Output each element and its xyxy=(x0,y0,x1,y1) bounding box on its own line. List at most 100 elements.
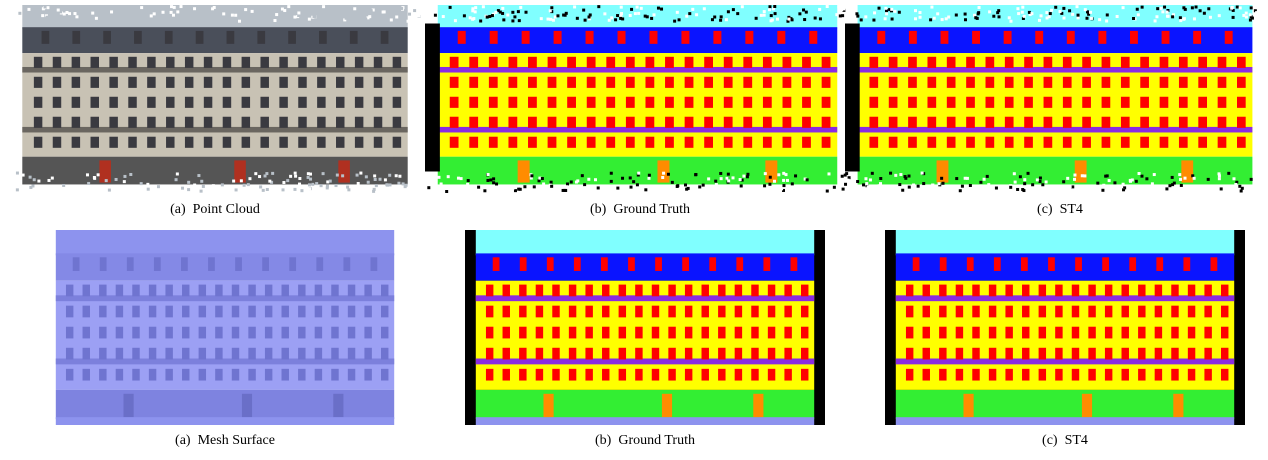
door xyxy=(753,393,764,418)
noise-point xyxy=(395,189,399,193)
window xyxy=(373,116,383,128)
noise-point xyxy=(280,7,284,11)
noise-point xyxy=(798,12,802,16)
noise-point xyxy=(841,187,845,191)
window xyxy=(743,76,753,88)
window xyxy=(1221,347,1229,360)
noise-point xyxy=(603,12,607,16)
door xyxy=(936,160,949,183)
noise-point xyxy=(248,177,252,181)
noise-point xyxy=(565,185,569,189)
noise-point xyxy=(566,182,570,186)
window xyxy=(665,56,674,68)
window xyxy=(927,76,937,88)
window xyxy=(215,326,223,339)
window xyxy=(449,96,459,108)
noise-point xyxy=(1028,13,1032,17)
noise-point xyxy=(434,185,438,189)
balcony xyxy=(22,66,408,73)
noise-point xyxy=(511,186,515,190)
window xyxy=(802,116,811,128)
noise-point xyxy=(1096,181,1100,185)
balcony xyxy=(437,66,838,73)
noise-point xyxy=(1239,189,1243,193)
window xyxy=(1217,56,1227,68)
window xyxy=(298,305,306,318)
noise-point xyxy=(1240,186,1244,190)
noise-point xyxy=(1038,179,1042,183)
noise-point xyxy=(96,173,100,177)
window xyxy=(502,326,510,339)
noise-point xyxy=(334,184,338,188)
noise-point xyxy=(179,5,183,9)
window xyxy=(801,284,809,297)
window xyxy=(1138,326,1146,339)
noise-point xyxy=(10,10,14,14)
window xyxy=(1088,347,1096,360)
window xyxy=(988,326,997,339)
edge-noise xyxy=(845,23,860,172)
noise-point xyxy=(220,183,224,187)
window xyxy=(1121,326,1129,339)
noise-point xyxy=(1249,177,1253,181)
noise-point xyxy=(524,10,528,14)
noise-point xyxy=(879,182,883,186)
noise-point xyxy=(511,19,515,23)
noise-point xyxy=(98,17,102,21)
window xyxy=(90,116,99,128)
window xyxy=(1088,284,1096,297)
noise-point xyxy=(856,14,860,18)
noise-point xyxy=(388,173,392,177)
noise-point xyxy=(193,7,197,11)
noise-point xyxy=(1161,189,1165,193)
noise-point xyxy=(502,18,506,22)
window xyxy=(165,284,173,297)
window xyxy=(955,347,964,360)
window xyxy=(922,284,930,297)
noise-point xyxy=(471,7,475,11)
door xyxy=(1074,160,1087,183)
window xyxy=(99,326,107,339)
window xyxy=(502,305,510,318)
window xyxy=(65,326,74,339)
window xyxy=(241,56,251,68)
noise-point xyxy=(441,15,445,19)
window xyxy=(782,136,792,148)
noise-point xyxy=(172,16,176,20)
noise-point xyxy=(107,188,111,192)
window xyxy=(1154,368,1163,381)
window xyxy=(888,136,898,148)
window xyxy=(635,305,643,318)
noise-point xyxy=(356,181,360,185)
door xyxy=(1173,393,1184,418)
window xyxy=(618,326,627,339)
window xyxy=(1024,76,1033,88)
window xyxy=(231,305,240,318)
window xyxy=(336,76,345,88)
window xyxy=(1062,56,1072,68)
noise-point xyxy=(856,180,860,184)
window xyxy=(908,96,917,108)
window xyxy=(349,30,358,44)
window xyxy=(1104,326,1113,339)
noise-point xyxy=(727,179,731,183)
noise-point xyxy=(152,12,156,16)
window xyxy=(568,284,577,297)
window xyxy=(1062,116,1072,128)
noise-point xyxy=(782,184,786,188)
noise-point xyxy=(394,174,398,178)
noise-point xyxy=(1165,187,1169,191)
noise-point xyxy=(643,14,647,18)
window xyxy=(331,284,339,297)
window xyxy=(713,30,722,44)
noise-point xyxy=(1134,179,1138,183)
noise-point xyxy=(698,185,702,189)
noise-point xyxy=(1163,5,1167,9)
window xyxy=(1098,30,1107,44)
window xyxy=(502,284,510,297)
noise-point xyxy=(1038,176,1042,180)
noise-point xyxy=(308,187,312,191)
window xyxy=(1120,76,1130,88)
window xyxy=(1066,30,1075,44)
noise-point xyxy=(888,8,892,12)
